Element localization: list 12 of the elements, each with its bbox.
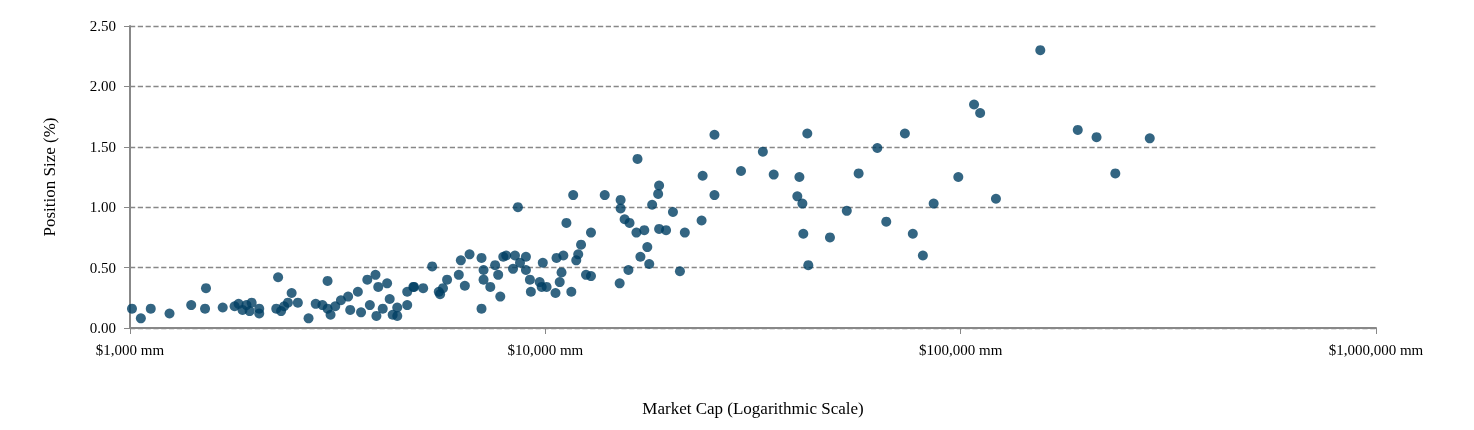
x-tick-label: $10,000 mm bbox=[507, 341, 584, 358]
y-tick-label: 1.50 bbox=[89, 138, 116, 155]
x-axis-title: Market Cap (Logarithmic Scale) bbox=[642, 399, 864, 418]
x-tick-label: $100,000 mm bbox=[918, 341, 1003, 358]
x-tick-label: $1,000 mm bbox=[95, 341, 165, 358]
y-tick-label: 2.00 bbox=[89, 78, 116, 95]
y-axis-title: Position Size (%) bbox=[40, 117, 59, 237]
y-tick-label: 0.00 bbox=[89, 320, 116, 336]
y-tick-label: 1.00 bbox=[89, 199, 116, 216]
y-tick-label: 2.50 bbox=[89, 18, 116, 34]
x-tick-label: $1,000,000 mm bbox=[1328, 341, 1424, 358]
y-tick-label: 0.50 bbox=[89, 259, 116, 276]
